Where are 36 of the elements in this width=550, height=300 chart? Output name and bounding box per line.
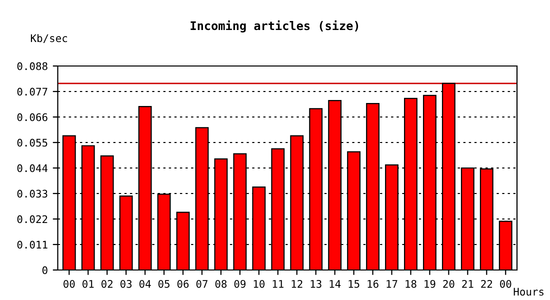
x-tick-label: 02 xyxy=(101,280,112,288)
x-tick-label: 00 xyxy=(64,280,75,288)
x-tick-label: 14 xyxy=(330,280,341,288)
x-tick-label: 19 xyxy=(424,280,436,288)
x-tick-label: 10 xyxy=(254,280,265,288)
y-tick-label: 0.055 xyxy=(17,138,48,147)
x-tick-label: 09 xyxy=(234,280,246,288)
y-tick-label: 0.088 xyxy=(17,62,48,70)
x-tick-label: 22 xyxy=(481,280,492,288)
x-tick-label: 12 xyxy=(292,280,302,288)
x-tick-label: 07 xyxy=(196,280,208,288)
x-tick-label: 17 xyxy=(386,280,398,288)
y-tick-label: 0.022 xyxy=(17,215,48,224)
x-tick-label: 13 xyxy=(310,280,322,288)
x-tick-label: 18 xyxy=(406,280,416,288)
y-tick-label: 0.011 xyxy=(17,240,48,249)
x-tick-label: 11 xyxy=(272,280,284,288)
x-tick-label: 16 xyxy=(368,280,378,288)
x-tick-label: 05 xyxy=(158,280,170,288)
x-tick-label: 00 xyxy=(500,280,512,288)
y-tick-label: 0.077 xyxy=(17,88,48,96)
y-tick-label: 0.044 xyxy=(17,164,48,172)
x-tick-label: 04 xyxy=(139,280,151,288)
x-tick-label: 01 xyxy=(82,280,94,288)
y-tick-label: 0.033 xyxy=(17,190,48,198)
x-tick-label: 20 xyxy=(443,280,454,288)
y-axis-title: Kb/sec xyxy=(30,34,68,43)
x-tick-label: 03 xyxy=(120,280,132,288)
x-tick-label: 15 xyxy=(348,280,360,288)
x-tick-label: 06 xyxy=(177,280,189,288)
y-tick-label: 0.066 xyxy=(17,113,48,122)
y-tick-label: 0 xyxy=(42,266,48,274)
x-axis-title: Hours xyxy=(514,288,544,296)
x-tick-label: 21 xyxy=(462,280,474,288)
chart-title: Incoming articles (size) xyxy=(190,20,358,32)
x-tick-label: 08 xyxy=(215,280,227,288)
